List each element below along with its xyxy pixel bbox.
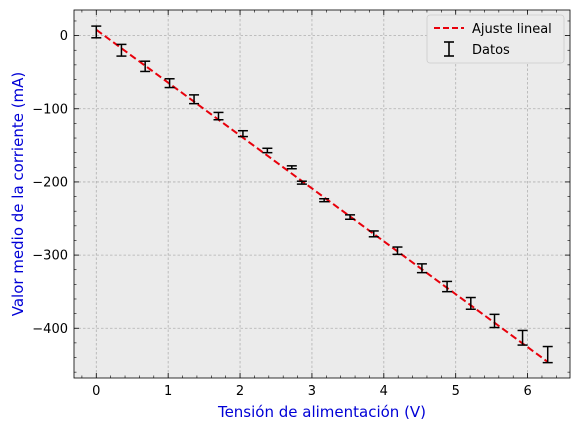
x-tick-label: 3	[308, 384, 316, 399]
y-tick-label: −200	[32, 175, 68, 190]
y-tick-label: 0	[60, 29, 68, 44]
x-tick-label: 6	[523, 384, 531, 399]
y-axis-label: Valor medio de la corriente (mA)	[9, 72, 27, 317]
x-tick-label: 0	[92, 384, 100, 399]
x-tick-label: 1	[164, 384, 172, 399]
y-tick-label: −100	[32, 102, 68, 117]
legend-data-label: Datos	[472, 43, 510, 58]
x-tick-label: 4	[380, 384, 388, 399]
legend: Ajuste lineal Datos	[427, 15, 564, 63]
x-tick-label: 2	[236, 384, 244, 399]
x-tick-label: 5	[452, 384, 460, 399]
y-tick-label: −400	[32, 322, 68, 337]
x-axis-label: Tensión de alimentación (V)	[217, 403, 426, 421]
legend-fit-label: Ajuste lineal	[472, 22, 552, 37]
y-tick-label: −300	[32, 249, 68, 264]
